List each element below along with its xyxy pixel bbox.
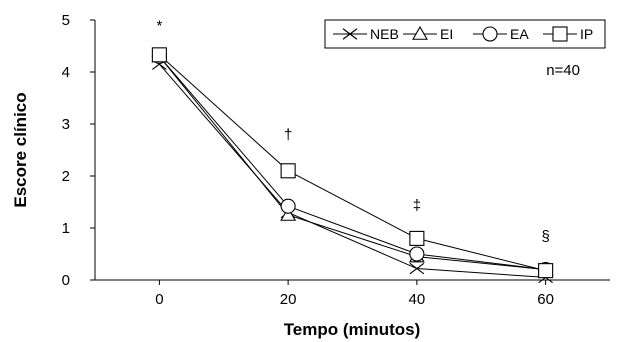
legend-entry-ei: EI bbox=[403, 25, 453, 42]
legend-entry-ea: EA bbox=[473, 26, 529, 42]
y-tick-label: 3 bbox=[62, 116, 70, 133]
legend-label: IP bbox=[580, 26, 593, 42]
series-line-ip bbox=[159, 54, 546, 272]
series-ea bbox=[158, 56, 546, 271]
x-tick-label: 60 bbox=[537, 291, 554, 308]
x-axis-title: Tempo (minutos) bbox=[284, 320, 421, 339]
series-line-ei bbox=[158, 56, 546, 271]
significance-marker: * bbox=[156, 17, 162, 34]
legend-entry-ip: IP bbox=[543, 26, 593, 42]
data-point-ea bbox=[409, 246, 425, 262]
data-point-ip bbox=[280, 163, 296, 179]
y-axis-title: Escore clínico bbox=[11, 92, 30, 207]
significance-marker: § bbox=[541, 228, 549, 245]
y-tick-label: 1 bbox=[62, 220, 70, 237]
series-line-neb bbox=[158, 63, 546, 278]
x-tick-label: 20 bbox=[280, 291, 297, 308]
data-point-ip bbox=[409, 230, 425, 246]
data-point-ip bbox=[151, 47, 167, 63]
series-group bbox=[151, 47, 554, 284]
significance-marker: ‡ bbox=[413, 197, 421, 214]
series-markers-ip bbox=[151, 47, 554, 279]
data-point-neb bbox=[409, 262, 425, 275]
legend-marker-ei bbox=[412, 25, 428, 40]
x-tick-label: 40 bbox=[409, 291, 426, 308]
legend-marker-ea bbox=[482, 26, 498, 42]
data-point-ea bbox=[280, 198, 296, 214]
axes bbox=[90, 19, 610, 285]
legend: NEB EI EA IP bbox=[324, 19, 606, 49]
series-line-ea bbox=[158, 56, 546, 271]
y-tick-label: 2 bbox=[62, 168, 70, 185]
legend-entry-neb: NEB bbox=[333, 26, 399, 42]
series-ei bbox=[158, 56, 546, 271]
significance-marker: † bbox=[284, 127, 292, 144]
data-point-ip bbox=[538, 263, 554, 279]
series-ip bbox=[159, 54, 546, 272]
series-markers-ei bbox=[151, 48, 554, 276]
legend-label: EI bbox=[440, 26, 453, 42]
x-tick-label: 0 bbox=[155, 291, 163, 308]
data-point-ei bbox=[280, 206, 297, 221]
sample-size-label: n=40 bbox=[546, 62, 580, 79]
annotations: * † ‡ § n=40 bbox=[156, 17, 580, 245]
series-neb bbox=[158, 63, 546, 278]
y-tick-label: 5 bbox=[62, 12, 70, 29]
series-markers-ea bbox=[151, 48, 554, 278]
legend-label: EA bbox=[510, 26, 529, 42]
legend-label: NEB bbox=[370, 26, 399, 42]
series-markers-neb bbox=[152, 58, 553, 284]
legend-marker-neb bbox=[342, 28, 358, 40]
tick-labels: 0 1 2 3 4 5 0 20 40 60 bbox=[62, 12, 554, 308]
legend-marker-ip bbox=[552, 26, 568, 42]
y-tick-label: 4 bbox=[62, 64, 70, 81]
y-tick-label: 0 bbox=[62, 272, 70, 289]
